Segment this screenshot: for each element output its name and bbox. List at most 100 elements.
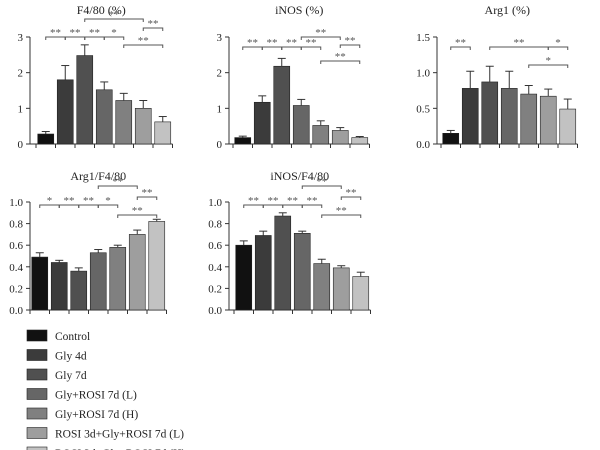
bar-7 — [559, 108, 577, 145]
y-tick-label: 1 — [18, 103, 24, 115]
legend-label: Gly+ROSI 7d (H) — [55, 409, 138, 421]
bar-7 — [351, 137, 369, 145]
legend-swatch — [26, 407, 48, 420]
legend-item: Gly 4d — [26, 349, 87, 363]
significance-bracket — [117, 214, 158, 218]
bar-7 — [352, 276, 370, 311]
bar-5 — [109, 247, 127, 311]
significance-label: ** — [336, 205, 347, 217]
significance-label: ** — [248, 195, 259, 207]
bar-4 — [293, 233, 311, 311]
y-tick-label: 1.0 — [416, 68, 430, 80]
chart-panel-5: iNOS/F4/80 0.0 0.2 0.4 0.6 0.8 1.0 ** ** ** ** ** **… — [208, 169, 371, 317]
significance-label: ** — [316, 176, 327, 188]
chart-panel-4: Arg1/F4/800.00.20.40.60.81.0 * ** ** ******* — [9, 169, 167, 317]
significance-label: * — [555, 37, 561, 49]
y-tick-label: 1.0 — [9, 197, 23, 209]
legend-item: ROSI 3d+Gly+ROSI 7d (H) — [26, 446, 185, 450]
significance-bracket — [340, 196, 362, 200]
significance-label: ** — [346, 187, 357, 199]
significance-label: ** — [148, 18, 159, 30]
significance-label: ** — [267, 37, 278, 49]
significance-label: * — [47, 195, 53, 207]
chart-title: Arg1/F4/80 — [70, 169, 126, 183]
significance-label: ** — [286, 37, 297, 49]
significance-label: ** — [247, 37, 258, 49]
significance-label: ** — [50, 27, 61, 39]
legend: Control Gly 4d Gly 7d Gly+ROSI 7d (L) Gly+RO… — [26, 329, 185, 450]
bar-5 — [313, 263, 331, 311]
bar-7 — [154, 121, 172, 145]
significance-label: ** — [287, 195, 298, 207]
significance-bracket — [301, 185, 342, 189]
significance-label: * — [546, 55, 552, 67]
y-tick-label: 0.6 — [9, 240, 23, 252]
significance-bracket — [450, 46, 471, 50]
legend-swatch — [26, 446, 48, 450]
bar-6 — [539, 95, 557, 145]
bar-3 — [76, 55, 94, 145]
y-tick-label: 1.5 — [416, 32, 430, 44]
legend-item: Gly+ROSI 7d (H) — [26, 407, 138, 421]
y-tick-label: 3 — [18, 32, 24, 44]
bar-5 — [115, 100, 133, 145]
y-tick-label: 0 — [18, 139, 24, 151]
bar-2 — [254, 235, 272, 311]
significance-bracket — [300, 46, 322, 50]
legend-swatch — [26, 427, 48, 439]
significance-bracket — [301, 204, 323, 208]
y-tick-label: 0.8 — [208, 219, 222, 231]
bar-4 — [89, 252, 107, 311]
y-tick-label: 0.4 — [9, 262, 23, 274]
y-tick-label: 3 — [217, 32, 223, 44]
bar-3 — [273, 65, 291, 145]
significance-bracket — [123, 44, 164, 48]
significance-label: ** — [112, 176, 123, 188]
significance-label: * — [111, 27, 117, 39]
significance-bracket — [136, 196, 158, 200]
bar-3 — [481, 81, 499, 145]
y-tick-label: 0.8 — [9, 219, 23, 231]
significance-label: ** — [455, 37, 466, 49]
significance-label: ** — [335, 51, 346, 63]
significance-label: * — [105, 195, 111, 207]
y-tick-label: 0.2 — [208, 283, 222, 295]
bar-6 — [128, 234, 146, 311]
significance-bracket — [142, 27, 164, 31]
bar-2 — [50, 262, 68, 311]
bar-3 — [70, 270, 88, 311]
bar-1 — [442, 133, 460, 145]
legend-item: Gly 7d — [26, 368, 87, 382]
bar-5 — [312, 125, 330, 145]
y-tick-label: 0.0 — [9, 305, 23, 317]
y-tick-label: 1 — [217, 103, 223, 115]
bar-6 — [134, 108, 152, 145]
significance-bracket — [547, 46, 569, 50]
legend-swatch — [26, 329, 48, 342]
significance-bracket — [339, 44, 361, 48]
y-tick-label: 0.5 — [416, 103, 430, 115]
bar-6 — [332, 267, 350, 311]
significance-label: ** — [268, 195, 279, 207]
significance-label: ** — [514, 37, 525, 49]
chart-panel-3: Arg1 (%)0.00.51.01.5 ** ** ** — [416, 3, 578, 151]
chart-title: iNOS (%) — [275, 3, 323, 17]
y-tick-label: 1.0 — [208, 197, 222, 209]
y-tick-label: 2 — [18, 68, 24, 80]
bar-3 — [274, 215, 292, 311]
significance-label: ** — [142, 187, 153, 199]
bar-7 — [148, 221, 166, 311]
bar-1 — [234, 137, 252, 145]
significance-label: ** — [89, 27, 100, 39]
significance-bracket — [528, 64, 569, 68]
significance-bracket — [97, 204, 119, 208]
bar-6 — [331, 130, 349, 145]
bar-5 — [520, 93, 538, 145]
bar-1 — [37, 133, 55, 145]
significance-label: ** — [345, 35, 356, 47]
y-tick-label: 0.2 — [9, 283, 23, 295]
